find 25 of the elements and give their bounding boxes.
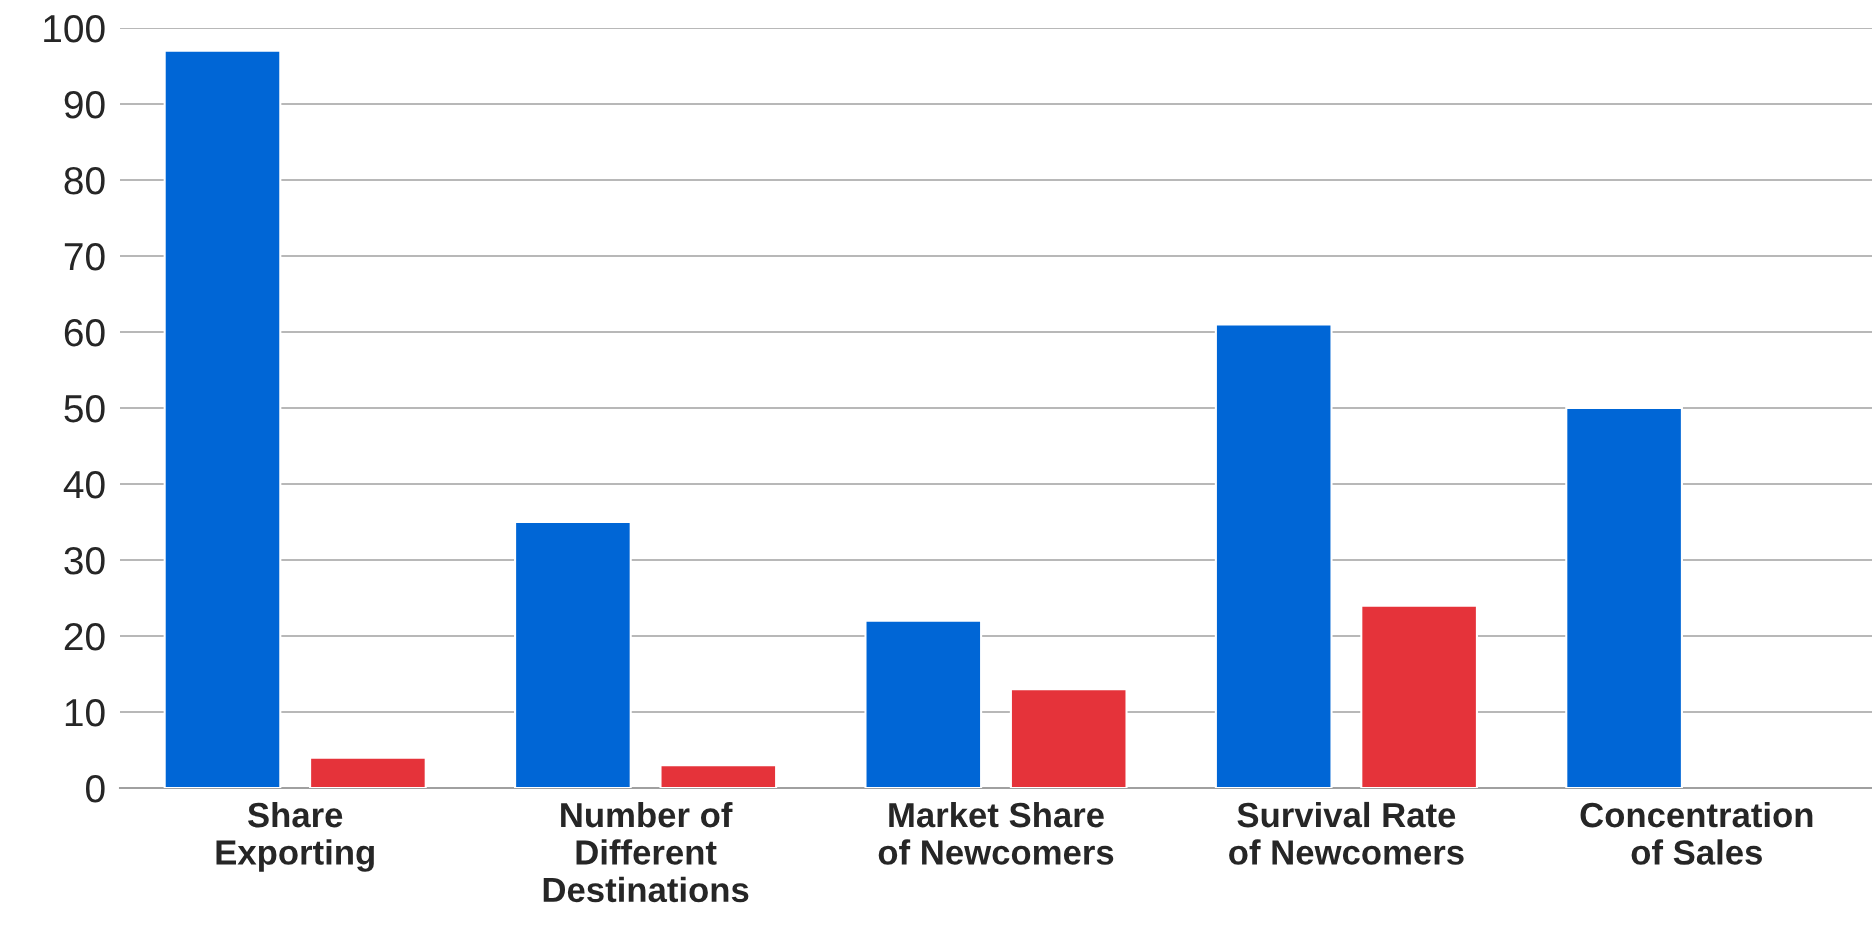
y-tick-label: 50	[64, 394, 105, 423]
y-tick-label: 40	[63, 470, 105, 499]
y-tick-label: 10	[65, 698, 105, 727]
x-tick-label: Share Exporting	[216, 801, 374, 872]
bar	[659, 764, 778, 788]
bar	[1360, 604, 1478, 788]
x-tick-label: Survival Rate of Newcomers	[1229, 801, 1464, 865]
bar	[1565, 406, 1683, 788]
y-tick-label: 90	[64, 90, 105, 119]
x-tick-label: Concentration of Sales	[1580, 801, 1813, 865]
y-tick-label: 30	[64, 546, 105, 575]
x-tick-label: Market Share of Newcomers	[878, 801, 1114, 865]
y-tick-label: 100	[44, 14, 105, 43]
bar	[1214, 323, 1333, 788]
bar	[864, 619, 983, 788]
y-tick-label: 20	[64, 622, 105, 651]
bar	[1009, 688, 1128, 788]
bar	[514, 520, 632, 788]
y-tick-label: 0	[86, 774, 105, 803]
bar	[309, 756, 427, 788]
x-tick-label: Number of Different Destinations	[543, 801, 749, 903]
bar	[163, 49, 282, 788]
y-tick-label: 80	[64, 166, 105, 195]
y-tick-label: 60	[64, 318, 105, 347]
y-tick-label: 70	[64, 242, 105, 271]
